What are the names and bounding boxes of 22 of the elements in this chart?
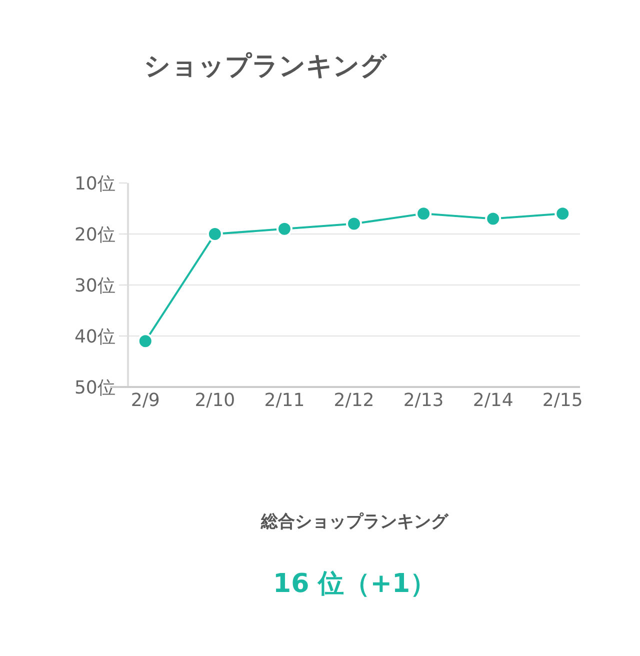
x-tick-label: 2/10: [194, 390, 236, 411]
y-tick-label: 30位: [74, 275, 116, 296]
point: [416, 206, 432, 222]
x-tick-label: 2/15: [542, 390, 583, 411]
point: [554, 206, 571, 222]
text: 総合ショップランキング: [260, 512, 449, 532]
point: [485, 210, 502, 227]
point: [346, 216, 362, 232]
y-tick-label: 20位: [74, 224, 116, 246]
x-tick-label: 2/12: [334, 390, 374, 411]
point: [276, 220, 292, 237]
text: 16 位（+1）: [273, 569, 436, 599]
point: [137, 333, 154, 350]
y-tick-label: 40位: [74, 326, 116, 348]
point: [206, 226, 223, 242]
chart-title: ショップランキング: [144, 52, 388, 82]
y-tick-label: 10位: [74, 173, 116, 194]
y-tick-label: 50位: [74, 377, 116, 398]
x-tick-label: 2/13: [403, 390, 444, 411]
x-tick-label: 2/11: [264, 390, 305, 411]
x-tick-label: 2/9: [130, 390, 160, 411]
x-tick-label: 2/14: [472, 390, 514, 411]
